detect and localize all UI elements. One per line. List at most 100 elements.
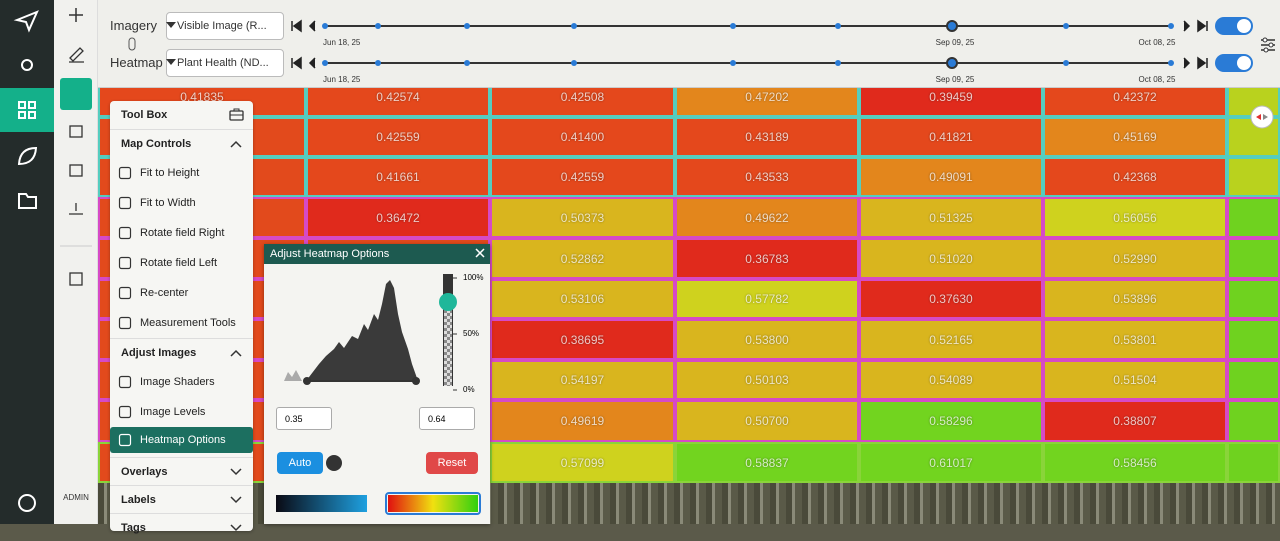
timeline-date[interactable] <box>322 60 328 66</box>
info-button[interactable] <box>326 455 342 471</box>
timeline-date[interactable] <box>835 23 841 29</box>
send-icon[interactable] <box>13 10 39 33</box>
heatmap-cell[interactable]: 0.43533 <box>675 157 859 197</box>
min-input[interactable]: 0.35 <box>276 407 332 430</box>
timeline-date[interactable] <box>1168 23 1174 29</box>
heatmap-cell[interactable]: 0.52862 <box>490 238 675 279</box>
toolbox-section[interactable]: Adjust Images <box>110 338 253 367</box>
timeline-date[interactable] <box>946 57 958 69</box>
heatmap-cell[interactable]: 0.57099 <box>490 442 675 483</box>
heatmap-cell[interactable]: 0.53106 <box>490 279 675 319</box>
toolbox-item[interactable]: Image Levels <box>110 397 253 427</box>
add-icon[interactable] <box>69 8 83 22</box>
timeline-date[interactable] <box>464 60 470 66</box>
sun-icon[interactable] <box>21 59 33 71</box>
toolbox-button[interactable] <box>60 78 92 110</box>
timeline-date[interactable] <box>1168 60 1174 66</box>
map-icon[interactable] <box>69 125 83 138</box>
heatmap-cell[interactable]: 0.57782 <box>675 279 859 319</box>
timeline-date[interactable] <box>375 60 381 66</box>
heatmap-cell[interactable]: 0.49622 <box>675 197 859 238</box>
heatmap-cell[interactable]: 0.38807 <box>1043 400 1227 442</box>
gradient-rainbow[interactable] <box>388 495 478 512</box>
info-icon[interactable] <box>18 494 36 512</box>
upload-icon[interactable] <box>69 203 83 215</box>
heatmap-cell[interactable]: 0.42368 <box>1043 157 1227 197</box>
heatmap-cell[interactable]: 0.49091 <box>859 157 1043 197</box>
heatmap-cell[interactable]: 0.41821 <box>859 117 1043 157</box>
heatmap-cell[interactable]: 0.58296 <box>859 400 1043 442</box>
timeline-start-buttons[interactable] <box>291 56 316 70</box>
admin-label[interactable]: ADMIN <box>63 493 89 502</box>
heatmap-cell[interactable]: 0.53800 <box>675 319 859 360</box>
download-icon[interactable] <box>69 272 83 286</box>
toolbox-item[interactable]: Fit to Width <box>110 188 253 218</box>
leaf-icon[interactable] <box>17 146 38 166</box>
timeline-start-buttons[interactable] <box>291 19 316 33</box>
toolbox-section[interactable]: Overlays <box>110 457 253 485</box>
close-button[interactable] <box>475 248 485 258</box>
layer-toggle[interactable] <box>1215 54 1253 72</box>
timeline-date[interactable] <box>730 23 736 29</box>
timeline-date[interactable] <box>571 23 577 29</box>
heatmap-cell[interactable]: 0.51325 <box>859 197 1043 238</box>
heatmap-cell[interactable]: 0.53801 <box>1043 319 1227 360</box>
heatmap-cell[interactable]: 0.53896 <box>1043 279 1227 319</box>
heatmap-cell[interactable]: 0.58456 <box>1043 442 1227 483</box>
toolbox-section[interactable]: Labels <box>110 485 253 513</box>
toolbox-item[interactable]: Re-center <box>110 278 253 308</box>
heatmap-cell[interactable]: 0.51020 <box>859 238 1043 279</box>
table-icon[interactable] <box>69 164 83 177</box>
toolbox-item[interactable]: Fit to Height <box>110 158 253 188</box>
heatmap-cell[interactable]: 0.52165 <box>859 319 1043 360</box>
heatmap-cell[interactable]: 0.52990 <box>1043 238 1227 279</box>
heatmap-cell[interactable]: 0.36783 <box>675 238 859 279</box>
folder-icon[interactable] <box>18 193 37 209</box>
range-min-handle[interactable] <box>303 377 311 385</box>
reset-button[interactable]: Reset <box>426 452 478 474</box>
heatmap-cell[interactable]: 0.38695 <box>490 319 675 360</box>
range-max-handle[interactable] <box>412 377 420 385</box>
max-input[interactable]: 0.64 <box>419 407 475 430</box>
heatmap-cell[interactable]: 0.37630 <box>859 279 1043 319</box>
auto-button[interactable]: Auto <box>277 452 323 474</box>
heatmap-cell[interactable]: 0.54197 <box>490 360 675 400</box>
timeline-date[interactable] <box>730 60 736 66</box>
heatmap-cell[interactable]: 0.43189 <box>675 117 859 157</box>
heatmap-cell[interactable]: 0.50700 <box>675 400 859 442</box>
heatmap-cell[interactable]: 0.61017 <box>859 442 1043 483</box>
heatmap-cell[interactable]: 0.50103 <box>675 360 859 400</box>
toolbox-item[interactable]: Image Shaders <box>110 367 253 397</box>
timeline-end-buttons[interactable] <box>1183 56 1208 70</box>
settings-icon[interactable] <box>1258 35 1278 55</box>
timeline-date[interactable] <box>571 60 577 66</box>
heatmap-cell[interactable]: 0.54089 <box>859 360 1043 400</box>
active-nav[interactable] <box>0 88 54 132</box>
layer-dropdown[interactable]: Visible Image (R... <box>166 12 284 40</box>
toolbox-section[interactable]: Map Controls <box>110 129 253 158</box>
toolbox-item[interactable]: Rotate field Left <box>110 248 253 278</box>
edit-icon[interactable] <box>69 47 84 63</box>
heatmap-cell[interactable]: 0.45169 <box>1043 117 1227 157</box>
toolbox-item[interactable]: Measurement Tools <box>110 308 253 338</box>
heatmap-cell[interactable]: 0.50373 <box>490 197 675 238</box>
heatmap-cell[interactable]: 0.42559 <box>490 157 675 197</box>
timeline-date[interactable] <box>835 60 841 66</box>
compass[interactable] <box>1248 104 1276 132</box>
toolbox-item[interactable]: Heatmap Options <box>110 427 253 453</box>
toolbox-item[interactable]: Rotate field Right <box>110 218 253 248</box>
heatmap-cell[interactable]: 0.41400 <box>490 117 675 157</box>
timeline-date[interactable] <box>322 23 328 29</box>
timeline-date[interactable] <box>1063 23 1069 29</box>
heatmap-cell[interactable]: 0.56056 <box>1043 197 1227 238</box>
toolbox-section[interactable]: Tags <box>110 513 253 541</box>
layer-toggle[interactable] <box>1215 17 1253 35</box>
timeline-date[interactable] <box>375 23 381 29</box>
opacity-handle[interactable] <box>439 293 457 311</box>
heatmap-cell[interactable]: 0.49619 <box>490 400 675 442</box>
heatmap-cell[interactable]: 0.42559 <box>306 117 490 157</box>
layer-dropdown[interactable]: Plant Health (ND... <box>166 49 284 77</box>
timeline-date[interactable] <box>464 23 470 29</box>
link-icon[interactable] <box>128 37 136 51</box>
timeline-date[interactable] <box>1063 60 1069 66</box>
